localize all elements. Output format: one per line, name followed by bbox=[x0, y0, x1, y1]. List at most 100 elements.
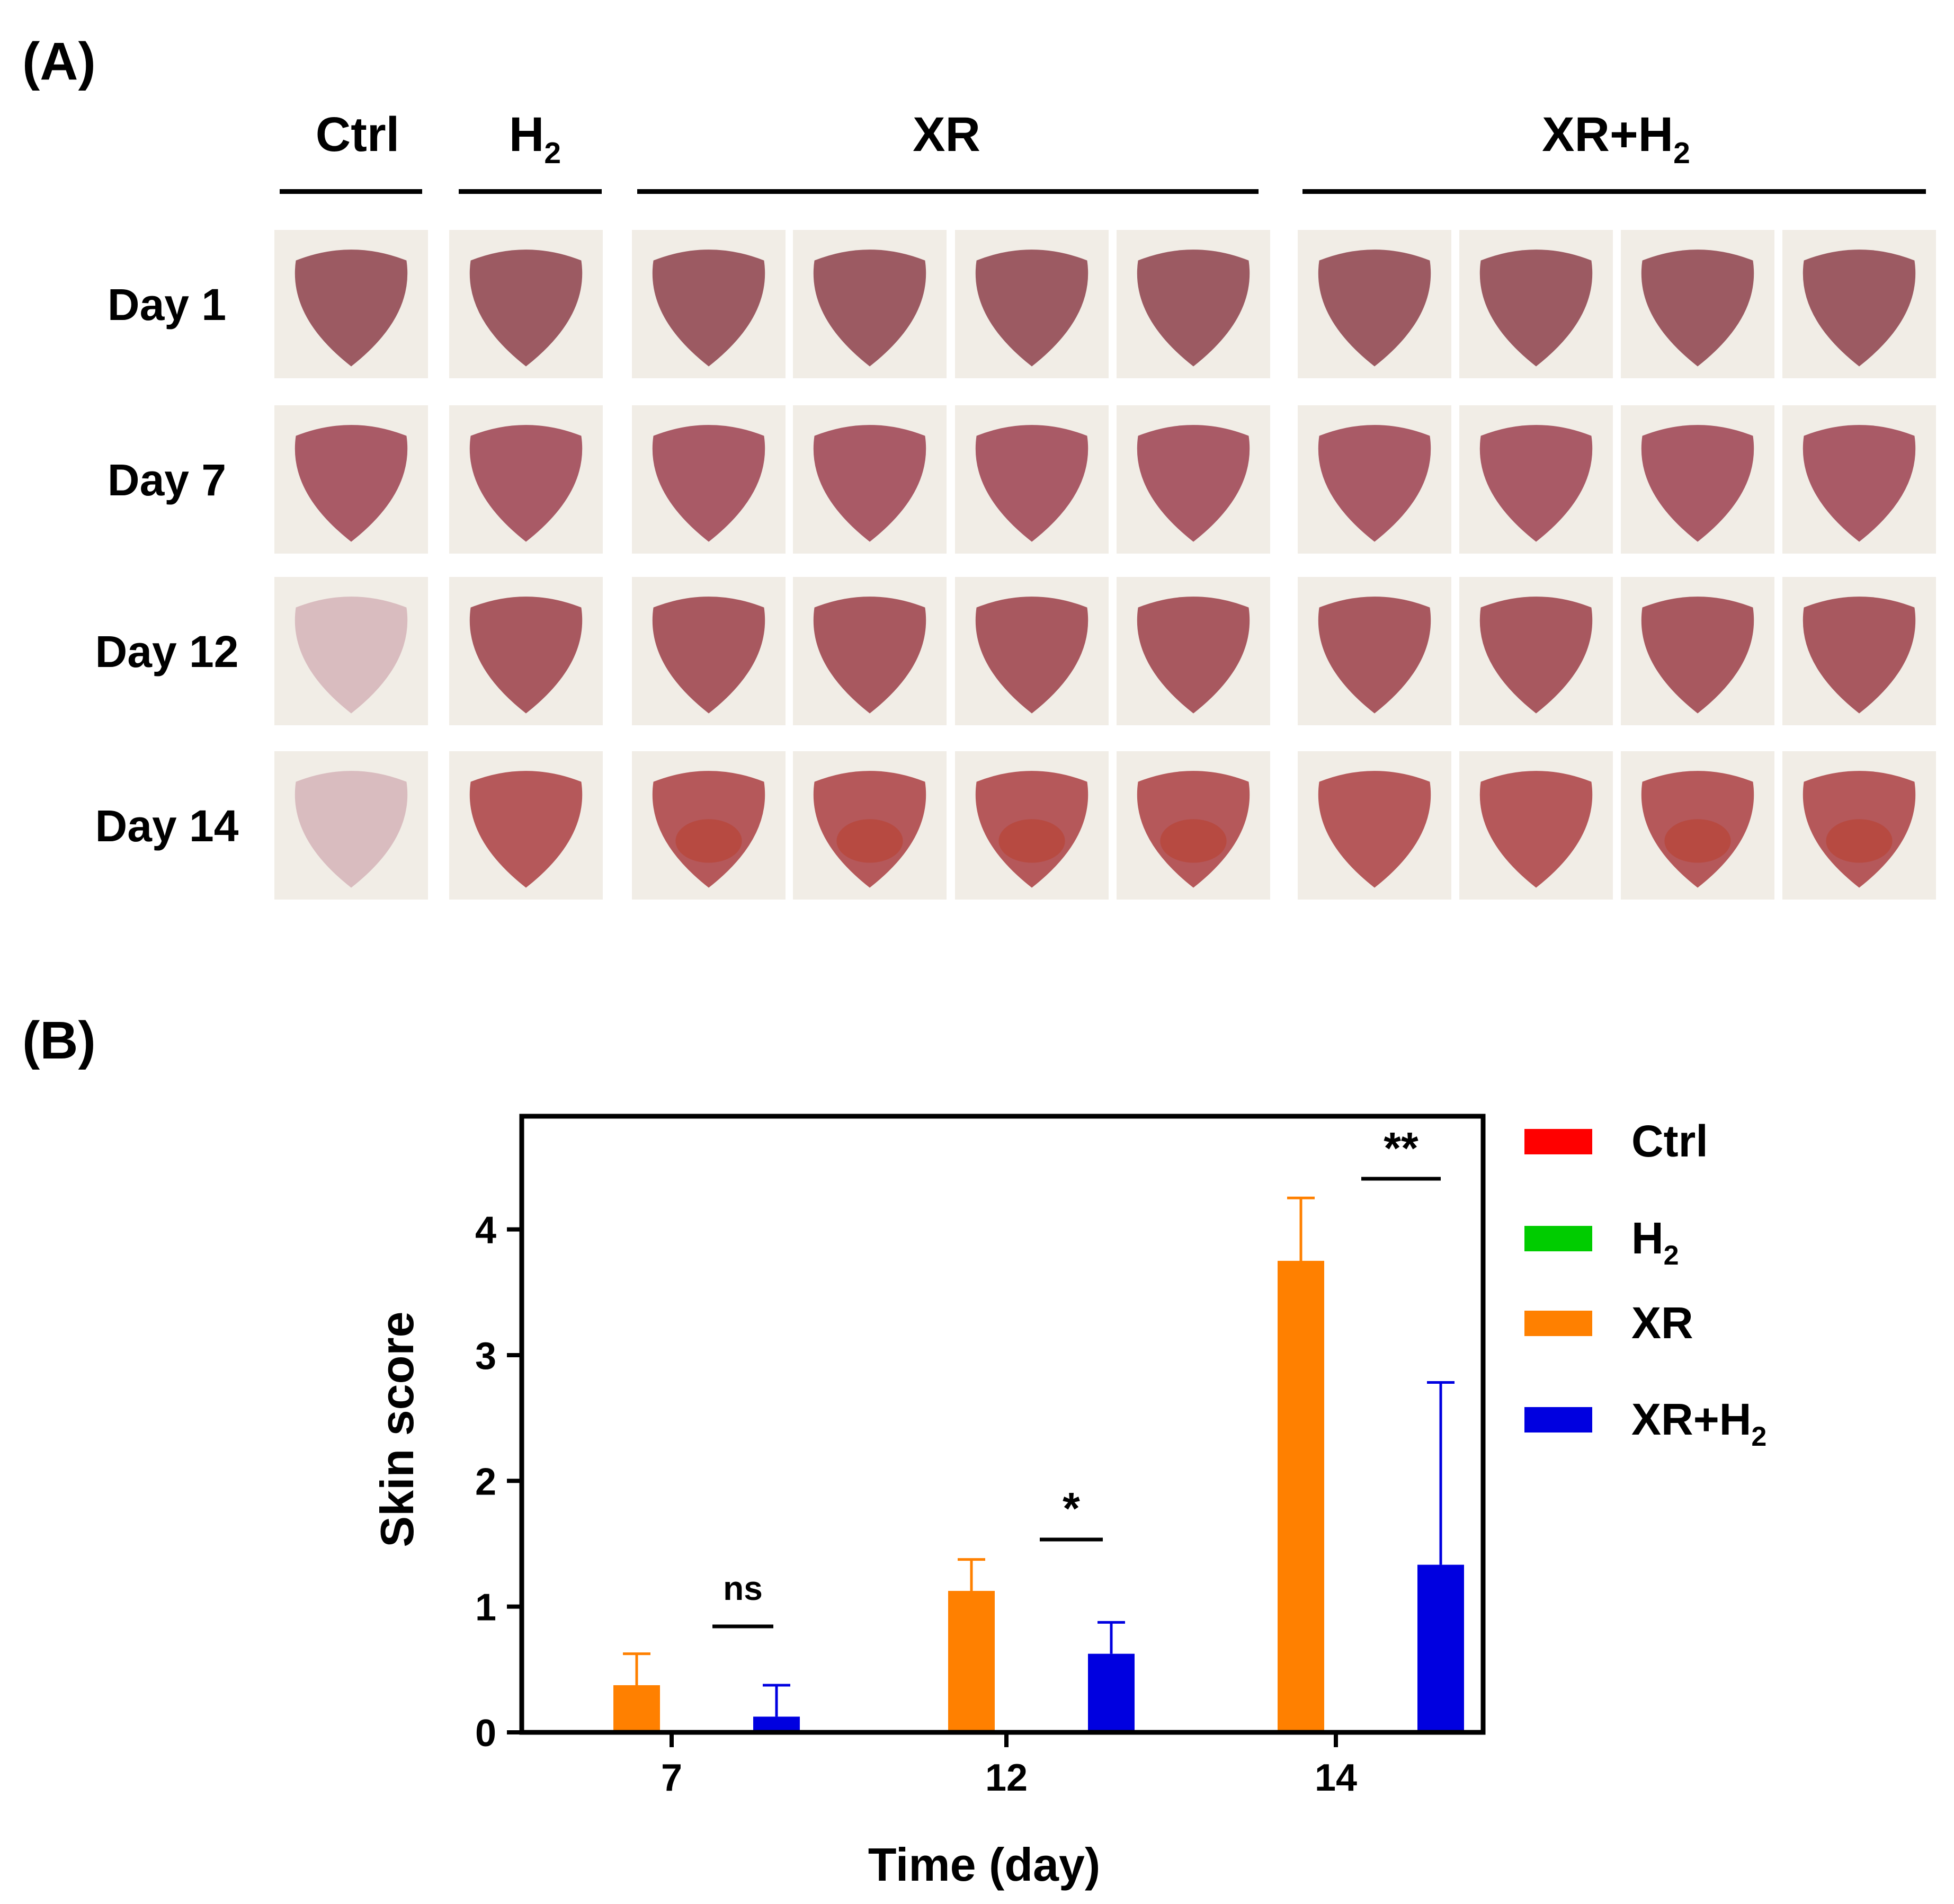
legend-label-1-main: H bbox=[1631, 1213, 1664, 1263]
wound-photo bbox=[955, 751, 1109, 900]
wound-photo bbox=[1298, 405, 1451, 554]
legend-label-1-sub: 2 bbox=[1664, 1240, 1679, 1271]
legend-swatch bbox=[1524, 1407, 1592, 1433]
row-label: Day 14 bbox=[95, 801, 239, 851]
lesion-area bbox=[998, 819, 1065, 863]
wound-photo bbox=[1117, 751, 1270, 900]
wound-photo bbox=[274, 405, 428, 554]
skin-patch bbox=[1803, 425, 1916, 542]
skin-patch bbox=[1137, 425, 1250, 542]
group-header-underline bbox=[280, 189, 422, 194]
group-header-underline bbox=[1302, 189, 1926, 194]
wound-photo bbox=[1459, 405, 1613, 554]
legend-swatch bbox=[1524, 1129, 1592, 1154]
lesion-area bbox=[1160, 819, 1227, 863]
wound-photo bbox=[632, 751, 786, 900]
skin-patch bbox=[652, 425, 765, 542]
skin-patch bbox=[975, 250, 1088, 367]
skin-patch bbox=[469, 771, 583, 888]
skin-patch bbox=[1479, 771, 1593, 888]
wound-photo bbox=[1782, 751, 1936, 900]
skin-patch bbox=[1318, 597, 1431, 714]
y-tick-label: 4 bbox=[475, 1209, 496, 1252]
wound-photo bbox=[1298, 230, 1451, 378]
lesion-area bbox=[1664, 819, 1731, 863]
group-header-underline bbox=[637, 189, 1259, 194]
wound-photo bbox=[632, 405, 786, 554]
skin-patch bbox=[469, 250, 583, 367]
group-header-3-main: XR+H bbox=[1542, 108, 1673, 162]
group-header-1-sub: 2 bbox=[544, 136, 561, 170]
skin-patch bbox=[295, 425, 408, 542]
bar-xr-12 bbox=[948, 1590, 995, 1732]
y-axis-label: Skin score bbox=[371, 1311, 423, 1547]
wound-photo bbox=[793, 577, 947, 725]
bars bbox=[613, 1260, 1464, 1732]
group-header-2-main: XR bbox=[913, 108, 980, 162]
wound-photo bbox=[793, 405, 947, 554]
group-header-3-sub: 2 bbox=[1673, 136, 1690, 170]
legend-label-3-sub: 2 bbox=[1751, 1421, 1766, 1452]
skin-patch bbox=[1318, 250, 1431, 367]
wound-photo bbox=[632, 230, 786, 378]
lesion-area bbox=[836, 819, 903, 863]
wound-photo bbox=[793, 751, 947, 900]
wound-photo bbox=[1621, 405, 1774, 554]
group-header-2: XR bbox=[913, 108, 980, 162]
wound-photo bbox=[1298, 751, 1451, 900]
wound-photo bbox=[449, 577, 603, 725]
skin-patch bbox=[975, 425, 1088, 542]
group-header-0: Ctrl bbox=[316, 108, 399, 162]
y-tick-label: 2 bbox=[475, 1461, 496, 1503]
legend-label-0: Ctrl bbox=[1631, 1116, 1708, 1166]
wound-photo bbox=[274, 230, 428, 378]
x-tick-label: 12 bbox=[985, 1757, 1028, 1799]
wound-photo bbox=[955, 577, 1109, 725]
group-header-underline bbox=[459, 189, 602, 194]
legend-swatch bbox=[1524, 1311, 1592, 1336]
row-label: Day 1 bbox=[108, 280, 226, 330]
bar-xrplush-12 bbox=[1088, 1653, 1135, 1732]
wound-photo bbox=[1621, 577, 1774, 725]
significance-annotations: ns*** bbox=[712, 1123, 1441, 1629]
legend-label-0-main: Ctrl bbox=[1631, 1116, 1708, 1166]
skin-patch bbox=[469, 597, 583, 714]
wound-photo bbox=[1117, 405, 1270, 554]
wound-photo bbox=[449, 751, 603, 900]
legend-label-3-main: XR+H bbox=[1631, 1394, 1751, 1444]
group-header-0-main: Ctrl bbox=[316, 108, 399, 162]
skin-patch bbox=[652, 250, 765, 367]
skin-patch bbox=[295, 597, 408, 714]
y-tick-label: 0 bbox=[475, 1712, 496, 1755]
wound-photo bbox=[1117, 230, 1270, 378]
skin-patch bbox=[1641, 425, 1754, 542]
wound-photo bbox=[1621, 230, 1774, 378]
wound-photo bbox=[274, 577, 428, 725]
group-header-3: XR+H2 bbox=[1542, 108, 1690, 170]
skin-patch bbox=[813, 425, 926, 542]
x-tick-label: 14 bbox=[1315, 1757, 1357, 1799]
skin-patch bbox=[1641, 597, 1754, 714]
legend-swatch bbox=[1524, 1226, 1592, 1251]
skin-patch bbox=[1803, 597, 1916, 714]
group-headers: Ctrl H2 XR XR+H2 bbox=[280, 108, 1926, 194]
skin-patch bbox=[1318, 771, 1431, 888]
wound-photo bbox=[449, 230, 603, 378]
plot-frame bbox=[519, 1114, 1486, 1735]
wound-photo bbox=[274, 751, 428, 900]
skin-patch bbox=[1318, 425, 1431, 542]
legend-label-1: H2 bbox=[1631, 1213, 1679, 1271]
skin-patch bbox=[1479, 250, 1593, 367]
row-labels: Day 1 Day 7 Day 12 Day 14 bbox=[95, 280, 239, 851]
skin-patch bbox=[813, 597, 926, 714]
photo-grid bbox=[274, 230, 1936, 900]
group-header-1: H2 bbox=[509, 108, 561, 170]
y-axis: 0 1 2 3 4 bbox=[475, 1209, 522, 1755]
wound-photo bbox=[1782, 577, 1936, 725]
skin-patch bbox=[1479, 597, 1593, 714]
